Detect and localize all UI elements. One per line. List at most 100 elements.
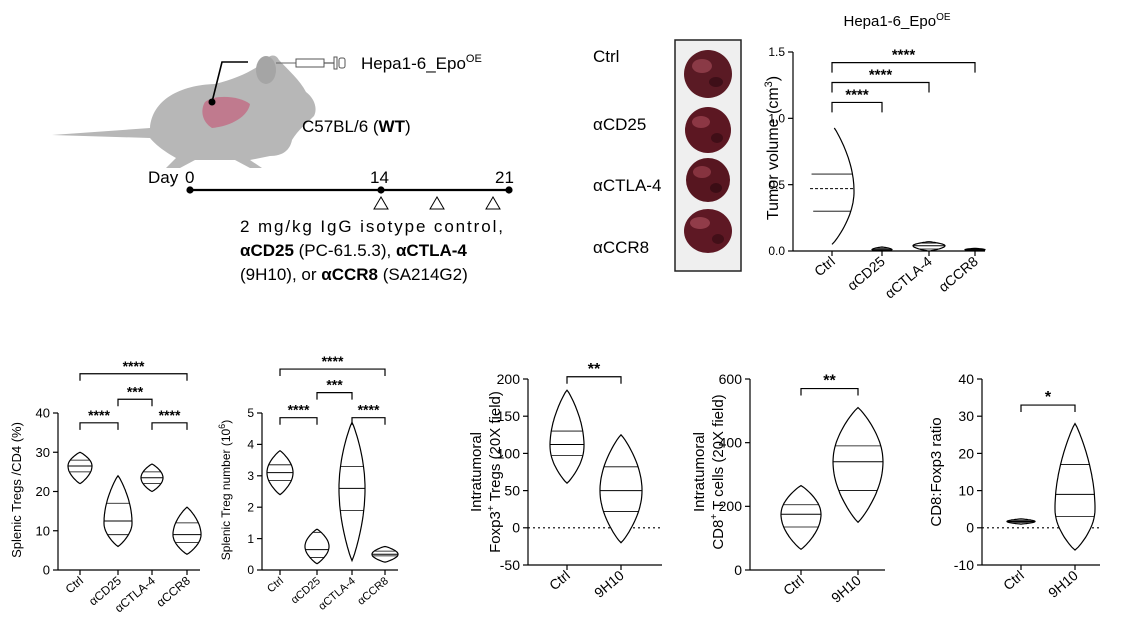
splenic_num-y-tick-label: 0 xyxy=(247,563,254,577)
cd8-chart: 0 200 400 600 Ctrl 9H10 ** xyxy=(719,371,885,606)
splenic_num-significance-bracket xyxy=(316,391,353,400)
timeline-day-21-marker xyxy=(505,186,513,194)
strain-label: C57BL/6 (WT) xyxy=(302,117,411,136)
foxp3-significance-label: ** xyxy=(588,361,601,378)
cd8-y-axis-title-line1: Intratumoral xyxy=(691,432,708,512)
foxp3-violin-1 xyxy=(599,433,643,544)
splenic_num-violin-1 xyxy=(304,528,330,565)
timeline-day-0: 0 xyxy=(185,168,194,187)
cd8-significance-label: ** xyxy=(823,373,836,390)
foxp3-x-tick-label: 9H10 xyxy=(591,567,627,601)
foxp3-y-tick-label: 150 xyxy=(497,408,521,424)
splenic_pct-significance-bracket xyxy=(117,398,153,407)
syringe-icon xyxy=(276,56,346,70)
splenic_pct-violin-3 xyxy=(172,506,202,556)
dose-triangle-icon xyxy=(485,196,501,210)
splenic_num-significance-bracket xyxy=(279,417,318,425)
tumor-x-tick-label: αCCR8 xyxy=(935,253,981,295)
tumor-x-tick-label: αCTLA-4 xyxy=(881,253,935,302)
timeline: Day 0 14 21 xyxy=(148,168,514,210)
splenic-pct-y-axis-title: Splenic Tregs /CD4 (%) xyxy=(9,422,24,558)
splenic_num-significance-bracket xyxy=(279,368,386,377)
cd8-x-tick-label: Ctrl xyxy=(780,572,807,598)
tumor-image-actla4 xyxy=(686,158,730,202)
splenic_pct-y-tick-label: 30 xyxy=(36,445,50,460)
splenic_pct-significance-label: **** xyxy=(159,407,181,423)
ratio-x-tick-label: Ctrl xyxy=(1000,567,1027,593)
splenic_num-y-tick-label: 3 xyxy=(247,469,254,483)
tumor-image-ctrl xyxy=(684,50,732,98)
splenic_num-significance-label: **** xyxy=(322,353,344,369)
foxp3-violin-0 xyxy=(549,389,585,485)
splenic_pct-y-tick-label: 20 xyxy=(36,484,50,499)
splenic_num-y-tick-label: 1 xyxy=(247,532,254,546)
splenic_num-x-tick-label: αCCR8 xyxy=(355,575,391,608)
tumor-y-tick-label: 0.5 xyxy=(768,178,785,192)
tumor-significance-bracket xyxy=(831,81,930,93)
splenic_num-x-tick-label: Ctrl xyxy=(265,575,286,595)
tumor-significance-label: **** xyxy=(892,47,916,64)
treatment-line-1: 2 mg/kg IgG isotype control, xyxy=(240,217,503,236)
tumor-violin-0 xyxy=(831,127,855,245)
tumor-significance-label: **** xyxy=(845,86,869,103)
splenic_num-y-tick-label: 2 xyxy=(247,500,254,514)
tumor-y-axis-title: Tumor volume (cm3) xyxy=(763,76,782,220)
cd8-y-tick-label: 400 xyxy=(719,435,743,451)
photo-label-accr8: αCCR8 xyxy=(593,238,649,257)
mouse-illustration xyxy=(52,55,316,168)
splenic-num-y-axis-title: Splenic Treg number (106) xyxy=(217,420,233,560)
tumor-significance-label: **** xyxy=(869,67,893,84)
ratio-y-tick-label: 40 xyxy=(958,371,974,387)
splenic_pct-significance-bracket xyxy=(79,422,119,430)
treatment-line-2: αCD25 (PC-61.5.3), αCTLA-4 xyxy=(240,241,467,260)
liver-icon xyxy=(202,96,250,128)
treatment-line-3: (9H10), or αCCR8 (SA214G2) xyxy=(240,265,468,284)
splenic_pct-significance-bracket xyxy=(151,422,188,430)
splenic_num-y-tick-label: 5 xyxy=(247,406,254,420)
splenic_num-significance-label: **** xyxy=(288,402,310,418)
foxp3-y-tick-label: -50 xyxy=(500,557,520,573)
splenic_pct-y-tick-label: 0 xyxy=(43,563,50,578)
splenic_num-violin-2 xyxy=(338,420,366,563)
ratio-y-tick-label: 20 xyxy=(958,445,974,461)
ratio-y-tick-label: 0 xyxy=(966,520,974,536)
cd8-y-tick-label: 600 xyxy=(719,371,743,387)
splenic_num-significance-bracket xyxy=(351,417,386,425)
splenic_pct-y-tick-label: 40 xyxy=(36,406,50,421)
ratio-significance-label: * xyxy=(1045,389,1052,406)
splenic_pct-x-tick-label: αCCR8 xyxy=(154,573,194,609)
photo-label-actla4: αCTLA-4 xyxy=(593,176,661,195)
ratio-chart: -10 0 10 20 30 40 Ctrl 9H10 * xyxy=(954,371,1100,601)
ratio-y-tick-label: 30 xyxy=(958,408,974,424)
cd8-violin-1 xyxy=(832,406,884,524)
timeline-day-14-marker xyxy=(377,186,385,194)
photo-label-acd25: αCD25 xyxy=(593,115,646,134)
tumor-y-tick-label: 1.5 xyxy=(768,45,785,59)
foxp3-y-tick-label: 100 xyxy=(497,445,521,461)
cd8-significance-bracket xyxy=(800,387,859,396)
foxp3-y-axis-title-line2: Foxp3+ Tregs (20X field) xyxy=(486,391,504,553)
tumor-significance-bracket xyxy=(831,101,883,113)
foxp3-chart: -50 0 50 100 150 200 Ctrl 9H10 ** xyxy=(497,361,662,601)
tumor-photo-panel: Ctrl αCD25 αCTLA-4 αCCR8 xyxy=(593,39,742,272)
ratio-violin-1 xyxy=(1054,422,1096,551)
splenic_pct-violin-1 xyxy=(103,474,133,548)
tumor-chart-title: Hepa1-6_EpoOE xyxy=(843,12,950,30)
ratio-x-tick-label: 9H10 xyxy=(1045,567,1081,601)
mouse-body xyxy=(52,55,316,168)
cd8-y-tick-label: 0 xyxy=(734,562,742,578)
mouse-ear xyxy=(256,56,276,84)
cell-line-label: Hepa1-6_EpoOE xyxy=(361,53,482,73)
splenic_num-y-tick-label: 4 xyxy=(247,438,254,452)
tumor-x-tick-label: αCD25 xyxy=(844,253,888,294)
splenic_pct-significance-label: **** xyxy=(123,358,145,374)
photo-label-ctrl: Ctrl xyxy=(593,47,619,66)
splenic_pct-significance-label: *** xyxy=(127,383,144,399)
cd8-y-tick-label: 200 xyxy=(719,498,743,514)
foxp3-y-tick-label: 50 xyxy=(504,483,520,499)
dose-triangle-icon xyxy=(429,196,445,210)
foxp3-y-axis-title-line1: Intratumoral xyxy=(468,432,485,512)
